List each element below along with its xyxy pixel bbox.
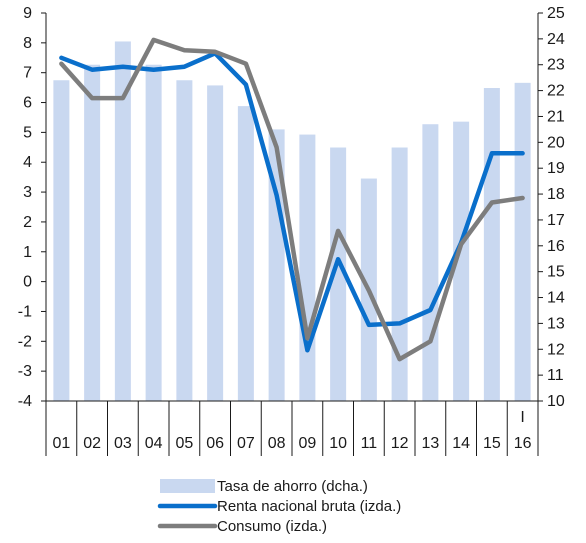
left-tick-label: 5 bbox=[23, 124, 32, 141]
category-label-06: 06 bbox=[206, 435, 224, 452]
right-tick-label: 19 bbox=[547, 160, 565, 177]
left-tick-label: 9 bbox=[23, 5, 32, 22]
left-tick-label: -2 bbox=[18, 333, 32, 350]
category-label-12: 12 bbox=[391, 435, 409, 452]
legend: Tasa de ahorro (dcha.) Renta nacional bru… bbox=[160, 478, 401, 535]
left-tick-label: 4 bbox=[23, 154, 32, 171]
left-tick-label: -1 bbox=[18, 303, 32, 320]
left-tick-label: 8 bbox=[23, 35, 32, 52]
right-tick-label: 21 bbox=[547, 108, 565, 125]
left-tick-label: 3 bbox=[23, 184, 32, 201]
category-label-11: 11 bbox=[361, 435, 378, 452]
left-tick-label: 2 bbox=[23, 214, 32, 231]
category-label-03: 03 bbox=[114, 435, 132, 452]
bar-09 bbox=[299, 135, 315, 401]
right-tick-label: 25 bbox=[547, 5, 565, 22]
right-tick-label: 20 bbox=[547, 134, 565, 151]
category-label-13: 13 bbox=[421, 435, 439, 452]
bar-05 bbox=[176, 80, 192, 401]
bar-01 bbox=[53, 80, 69, 401]
category-label-07: 07 bbox=[237, 435, 255, 452]
bar-06 bbox=[207, 85, 223, 401]
right-tick-label: 22 bbox=[547, 83, 565, 100]
right-tick-label: 15 bbox=[547, 264, 565, 281]
bar-15 bbox=[484, 88, 500, 401]
legend-label-1: Renta nacional bruta (izda.) bbox=[217, 498, 401, 515]
bar-04 bbox=[146, 65, 162, 401]
legend-label-2: Consumo (izda.) bbox=[217, 518, 327, 535]
category-label-15: 15 bbox=[483, 435, 501, 452]
left-tick-label: -4 bbox=[18, 393, 32, 410]
left-tick-label: 6 bbox=[23, 95, 32, 112]
left-tick-label: 7 bbox=[23, 65, 32, 82]
left-tick-label: 1 bbox=[23, 244, 32, 261]
category-label-09: 09 bbox=[298, 435, 316, 452]
right-tick-label: 23 bbox=[547, 57, 565, 74]
right-tick-label: 12 bbox=[547, 341, 565, 358]
category-sublabel-16: I bbox=[520, 409, 524, 426]
right-tick-label: 14 bbox=[547, 290, 565, 307]
right-tick-label: 17 bbox=[547, 212, 565, 229]
bar-16 bbox=[515, 83, 531, 401]
right-tick-label: 10 bbox=[547, 393, 565, 410]
right-tick-label: 11 bbox=[547, 367, 564, 384]
bar-07 bbox=[238, 106, 254, 401]
category-label-01: 01 bbox=[52, 435, 70, 452]
right-tick-label: 18 bbox=[547, 186, 565, 203]
category-label-14: 14 bbox=[452, 435, 470, 452]
right-tick-label: 13 bbox=[547, 315, 565, 332]
right-tick-label: 24 bbox=[547, 31, 565, 48]
legend-label-0: Tasa de ahorro (dcha.) bbox=[217, 478, 368, 495]
right-tick-label: 16 bbox=[547, 238, 565, 255]
category-label-16: 16 bbox=[514, 435, 532, 452]
bar-12 bbox=[392, 148, 408, 401]
left-tick-label: -3 bbox=[18, 363, 32, 380]
bar-13 bbox=[422, 124, 438, 401]
category-label-05: 05 bbox=[175, 435, 193, 452]
bar-02 bbox=[84, 65, 100, 401]
left-tick-label: 0 bbox=[23, 274, 32, 291]
category-label-04: 04 bbox=[145, 435, 163, 452]
category-label-10: 10 bbox=[329, 435, 347, 452]
category-label-08: 08 bbox=[268, 435, 286, 452]
category-label-02: 02 bbox=[83, 435, 101, 452]
legend-swatch-0 bbox=[160, 479, 215, 493]
